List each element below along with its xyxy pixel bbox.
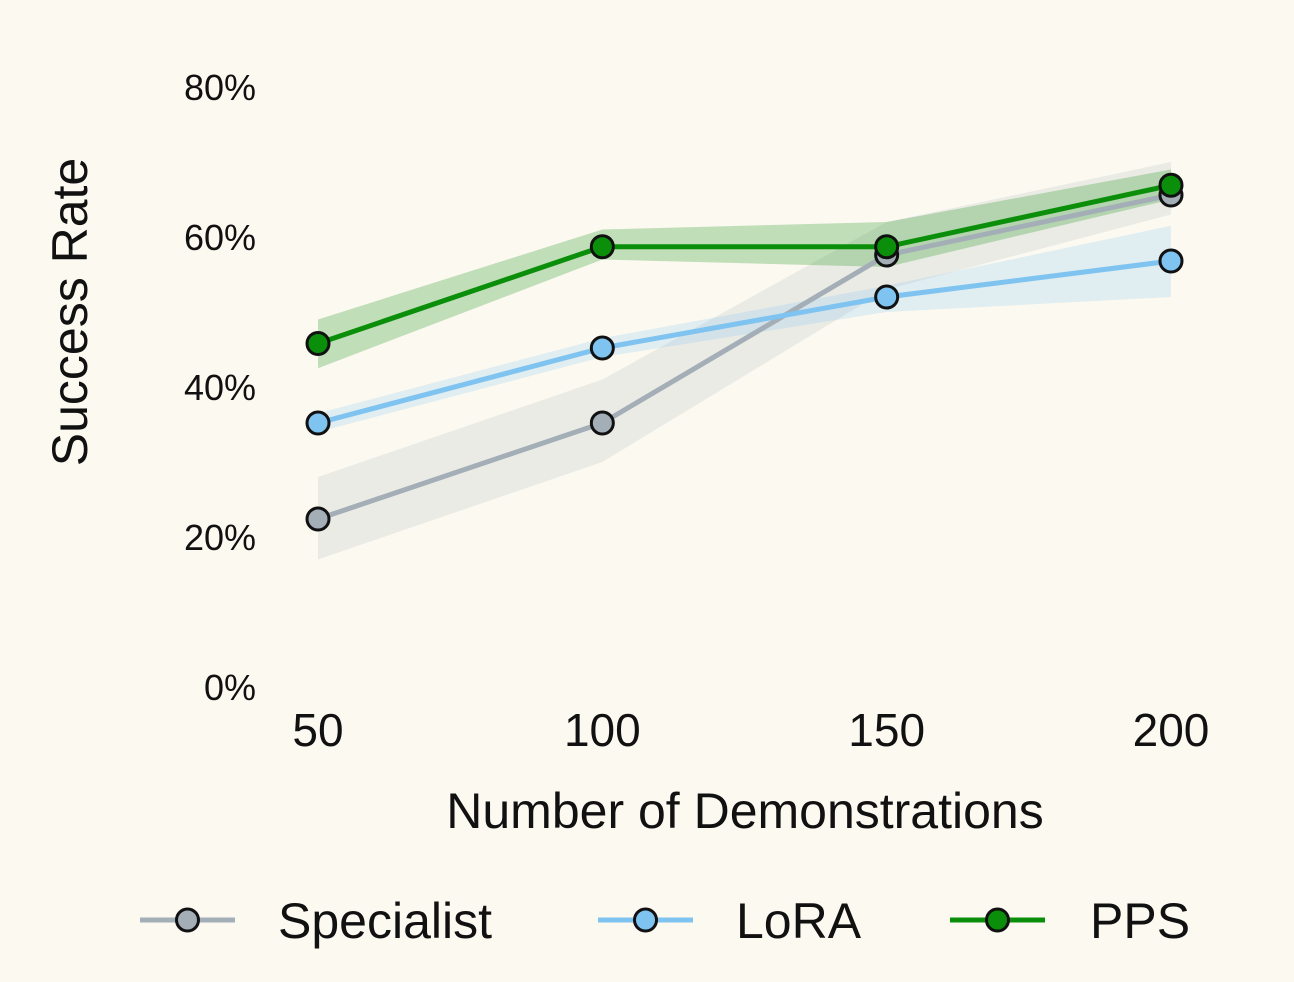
y-tick-label: 40% <box>184 367 256 408</box>
legend-label: Specialist <box>278 893 492 949</box>
confidence-bands <box>318 162 1171 560</box>
specialist-band <box>318 162 1171 560</box>
y-tick-label: 60% <box>184 217 256 258</box>
x-axis-ticks: 50 100 150 200 <box>292 704 1209 756</box>
specialist-point <box>589 410 615 436</box>
legend-label: LoRA <box>736 893 862 949</box>
pps-point <box>589 234 615 260</box>
pps-point <box>305 331 331 356</box>
lora-point <box>305 410 331 436</box>
legend: Specialist LoRA PPS <box>140 893 1190 949</box>
legend-swatch-marker <box>633 907 658 933</box>
x-tick-label: 150 <box>848 704 925 756</box>
legend-swatch-marker <box>175 907 200 933</box>
legend-label: PPS <box>1090 893 1190 949</box>
y-tick-label: 80% <box>184 67 256 108</box>
specialist-point <box>305 506 331 532</box>
specialist-line <box>315 192 1174 522</box>
x-tick-label: 100 <box>564 704 641 756</box>
pps-band <box>318 169 1171 369</box>
pps-line <box>315 182 1174 346</box>
pps-point <box>1158 172 1184 198</box>
x-tick-label: 200 <box>1133 704 1210 756</box>
legend-item-specialist: Specialist <box>140 893 492 949</box>
legend-item-pps: PPS <box>950 893 1190 949</box>
x-tick-label: 50 <box>292 704 343 756</box>
x-axis-title: Number of Demonstrations <box>446 783 1043 839</box>
lora-band <box>318 225 1171 432</box>
lora-point <box>1158 248 1184 274</box>
lora-line <box>315 258 1174 426</box>
legend-swatch-marker <box>985 907 1010 933</box>
pps-point <box>874 234 900 260</box>
y-axis-title: Success Rate <box>42 158 98 466</box>
series-lines <box>315 182 1174 522</box>
y-tick-label: 20% <box>184 517 256 558</box>
y-tick-label: 0% <box>204 667 256 708</box>
series-points <box>305 172 1184 532</box>
y-axis-ticks: 0% 20% 40% 60% 80% <box>184 67 256 708</box>
legend-item-lora: LoRA <box>598 893 862 949</box>
lora-point <box>589 335 615 361</box>
lora-point <box>874 284 900 310</box>
